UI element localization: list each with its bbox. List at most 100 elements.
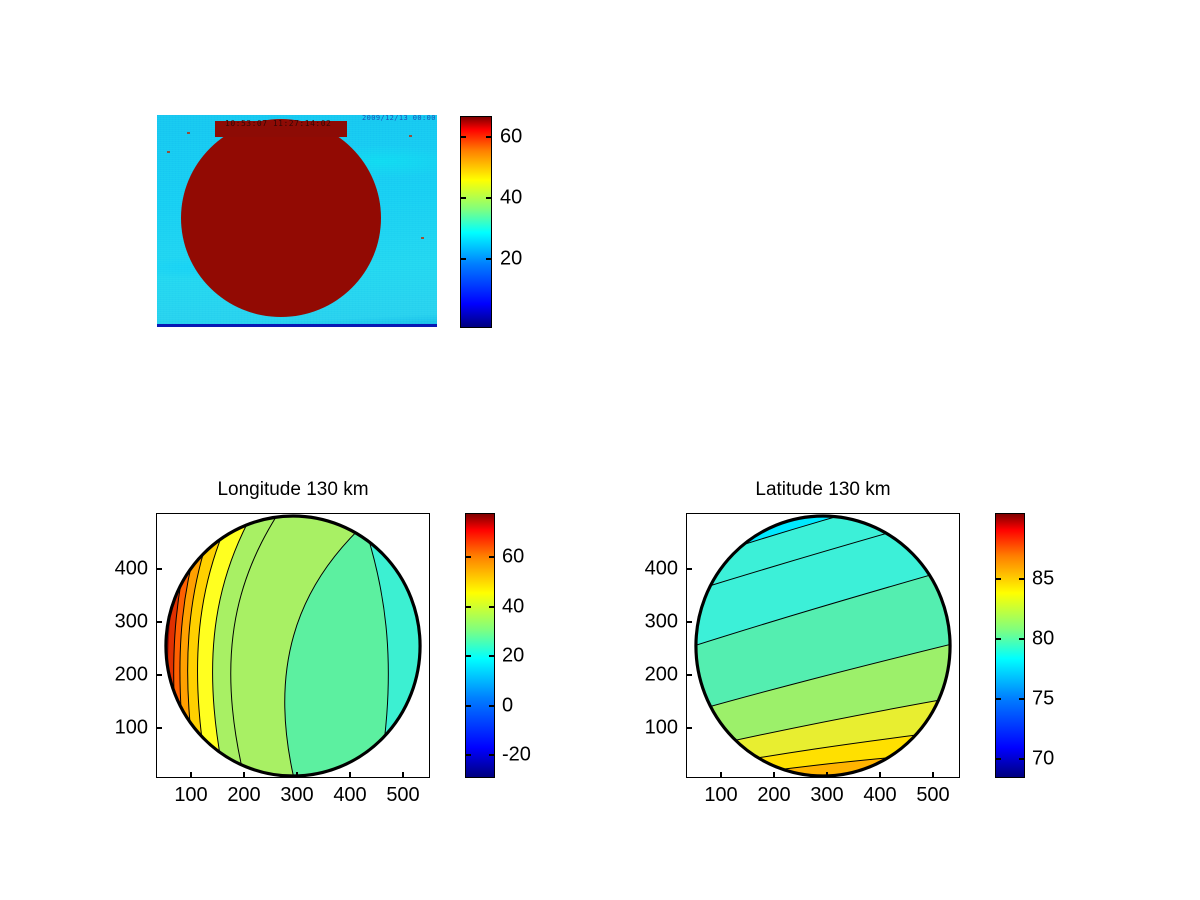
- latitude-contour-bands: [695, 515, 951, 777]
- raw-image-speck: [409, 135, 412, 137]
- axis-tick: [156, 727, 162, 729]
- raw-image-colorbar: [460, 116, 492, 328]
- x-axis-tick-label: 300: [280, 784, 314, 806]
- latitude-colorbar: [995, 513, 1025, 778]
- axis-tick: [773, 772, 775, 778]
- raw-image-disk: [181, 119, 381, 317]
- axis-tick: [932, 772, 934, 778]
- raw-image-bottom-edge: [157, 324, 437, 327]
- colorbar-tick: [465, 556, 471, 558]
- x-axis-tick-label: 500: [386, 784, 420, 806]
- axis-tick: [402, 772, 404, 778]
- colorbar-tick: [486, 197, 492, 199]
- colorbar-tick: [995, 698, 1001, 700]
- axis-tick: [720, 772, 722, 778]
- colorbar-tick-label: 60: [500, 125, 523, 148]
- colorbar-tick: [1019, 638, 1025, 640]
- colorbar-tick: [1019, 698, 1025, 700]
- colorbar-tick-label: 20: [500, 247, 523, 270]
- x-axis-tick-label: 300: [810, 784, 844, 806]
- raw-image-disk-texture: [181, 119, 381, 317]
- axis-tick: [686, 727, 692, 729]
- axis-tick: [826, 772, 828, 778]
- y-axis-tick-label: 400: [114, 557, 148, 580]
- colorbar-tick: [489, 655, 495, 657]
- raw-image-speck: [167, 151, 170, 153]
- axis-tick: [879, 772, 881, 778]
- colorbar-tick: [460, 197, 466, 199]
- axis-tick: [686, 568, 692, 570]
- colorbar-tick-label: 75: [1032, 687, 1055, 710]
- axis-tick: [686, 674, 692, 676]
- axis-tick: [190, 772, 192, 778]
- axis-tick: [296, 772, 298, 778]
- x-axis-tick-label: 100: [704, 784, 738, 806]
- colorbar-tick-label: 70: [1032, 747, 1055, 770]
- colorbar-tick-label: 20: [502, 644, 525, 667]
- colorbar-tick: [465, 655, 471, 657]
- y-axis-tick-label: 200: [114, 663, 148, 686]
- axis-tick: [156, 674, 162, 676]
- colorbar-tick-label: 0: [502, 694, 514, 717]
- colorbar-tick-label: 80: [1032, 627, 1055, 650]
- axis-tick: [156, 568, 162, 570]
- longitude-contour-plot: [164, 514, 422, 777]
- x-axis-tick-label: 400: [863, 784, 897, 806]
- colorbar-tick-label: 40: [502, 595, 525, 618]
- longitude-colorbar: [465, 513, 495, 778]
- y-axis-tick-label: 300: [644, 610, 678, 633]
- axis-tick: [349, 772, 351, 778]
- x-axis-tick-label: 400: [333, 784, 367, 806]
- colorbar-tick: [465, 705, 471, 707]
- colorbar-tick-label: 40: [500, 186, 523, 209]
- colorbar-tick: [489, 556, 495, 558]
- raw-image-overlay-corner-label: 2009/12/13 00:00:84: [362, 115, 437, 122]
- y-axis-tick-label: 100: [114, 716, 148, 739]
- colorbar-tick: [489, 754, 495, 756]
- latitude-contour-plot: [694, 514, 952, 777]
- latitude-plot-title: Latitude 130 km: [755, 479, 891, 500]
- latitude-disk-limb: [694, 514, 952, 777]
- longitude-contour-bands: [165, 515, 421, 777]
- y-axis-tick-label: 200: [644, 663, 678, 686]
- latitude-contour-axes: [686, 513, 960, 778]
- colorbar-tick-label: -20: [502, 743, 531, 766]
- colorbar-tick: [460, 258, 466, 260]
- axis-tick: [243, 772, 245, 778]
- longitude-plot-title: Longitude 130 km: [217, 479, 369, 500]
- colorbar-tick: [465, 606, 471, 608]
- longitude-colorbar-gradient: [466, 514, 494, 777]
- colorbar-tick: [465, 754, 471, 756]
- raw-image-speck: [421, 237, 424, 239]
- x-axis-tick-label: 100: [174, 784, 208, 806]
- colorbar-tick: [995, 578, 1001, 580]
- colorbar-tick: [995, 758, 1001, 760]
- colorbar-tick: [486, 258, 492, 260]
- y-axis-tick-label: 300: [114, 610, 148, 633]
- colorbar-tick: [995, 638, 1001, 640]
- x-axis-tick-label: 200: [757, 784, 791, 806]
- longitude-contour-axes: [156, 513, 430, 778]
- raw-image-panel: 10:53:07 11:27:14:02 2009/12/13 00:00:84: [157, 115, 437, 327]
- colorbar-tick: [1019, 758, 1025, 760]
- colorbar-tick: [489, 606, 495, 608]
- longitude-disk-limb: [164, 514, 422, 777]
- x-axis-tick-label: 500: [916, 784, 950, 806]
- y-axis-tick-label: 100: [644, 716, 678, 739]
- y-axis-tick-label: 400: [644, 557, 678, 580]
- colorbar-tick-label: 85: [1032, 567, 1055, 590]
- colorbar-tick: [486, 136, 492, 138]
- raw-image-speck: [187, 132, 190, 134]
- raw-image-colorbar-gradient: [461, 117, 491, 327]
- raw-image-overlay-timestamp: 10:53:07 11:27:14:02: [225, 119, 332, 128]
- colorbar-tick: [460, 136, 466, 138]
- axis-tick: [156, 621, 162, 623]
- colorbar-tick-label: 60: [502, 545, 525, 568]
- axis-tick: [686, 621, 692, 623]
- colorbar-tick: [1019, 578, 1025, 580]
- x-axis-tick-label: 200: [227, 784, 261, 806]
- colorbar-tick: [489, 705, 495, 707]
- raw-image-disk-clip: [215, 121, 347, 137]
- latitude-colorbar-gradient: [996, 514, 1024, 777]
